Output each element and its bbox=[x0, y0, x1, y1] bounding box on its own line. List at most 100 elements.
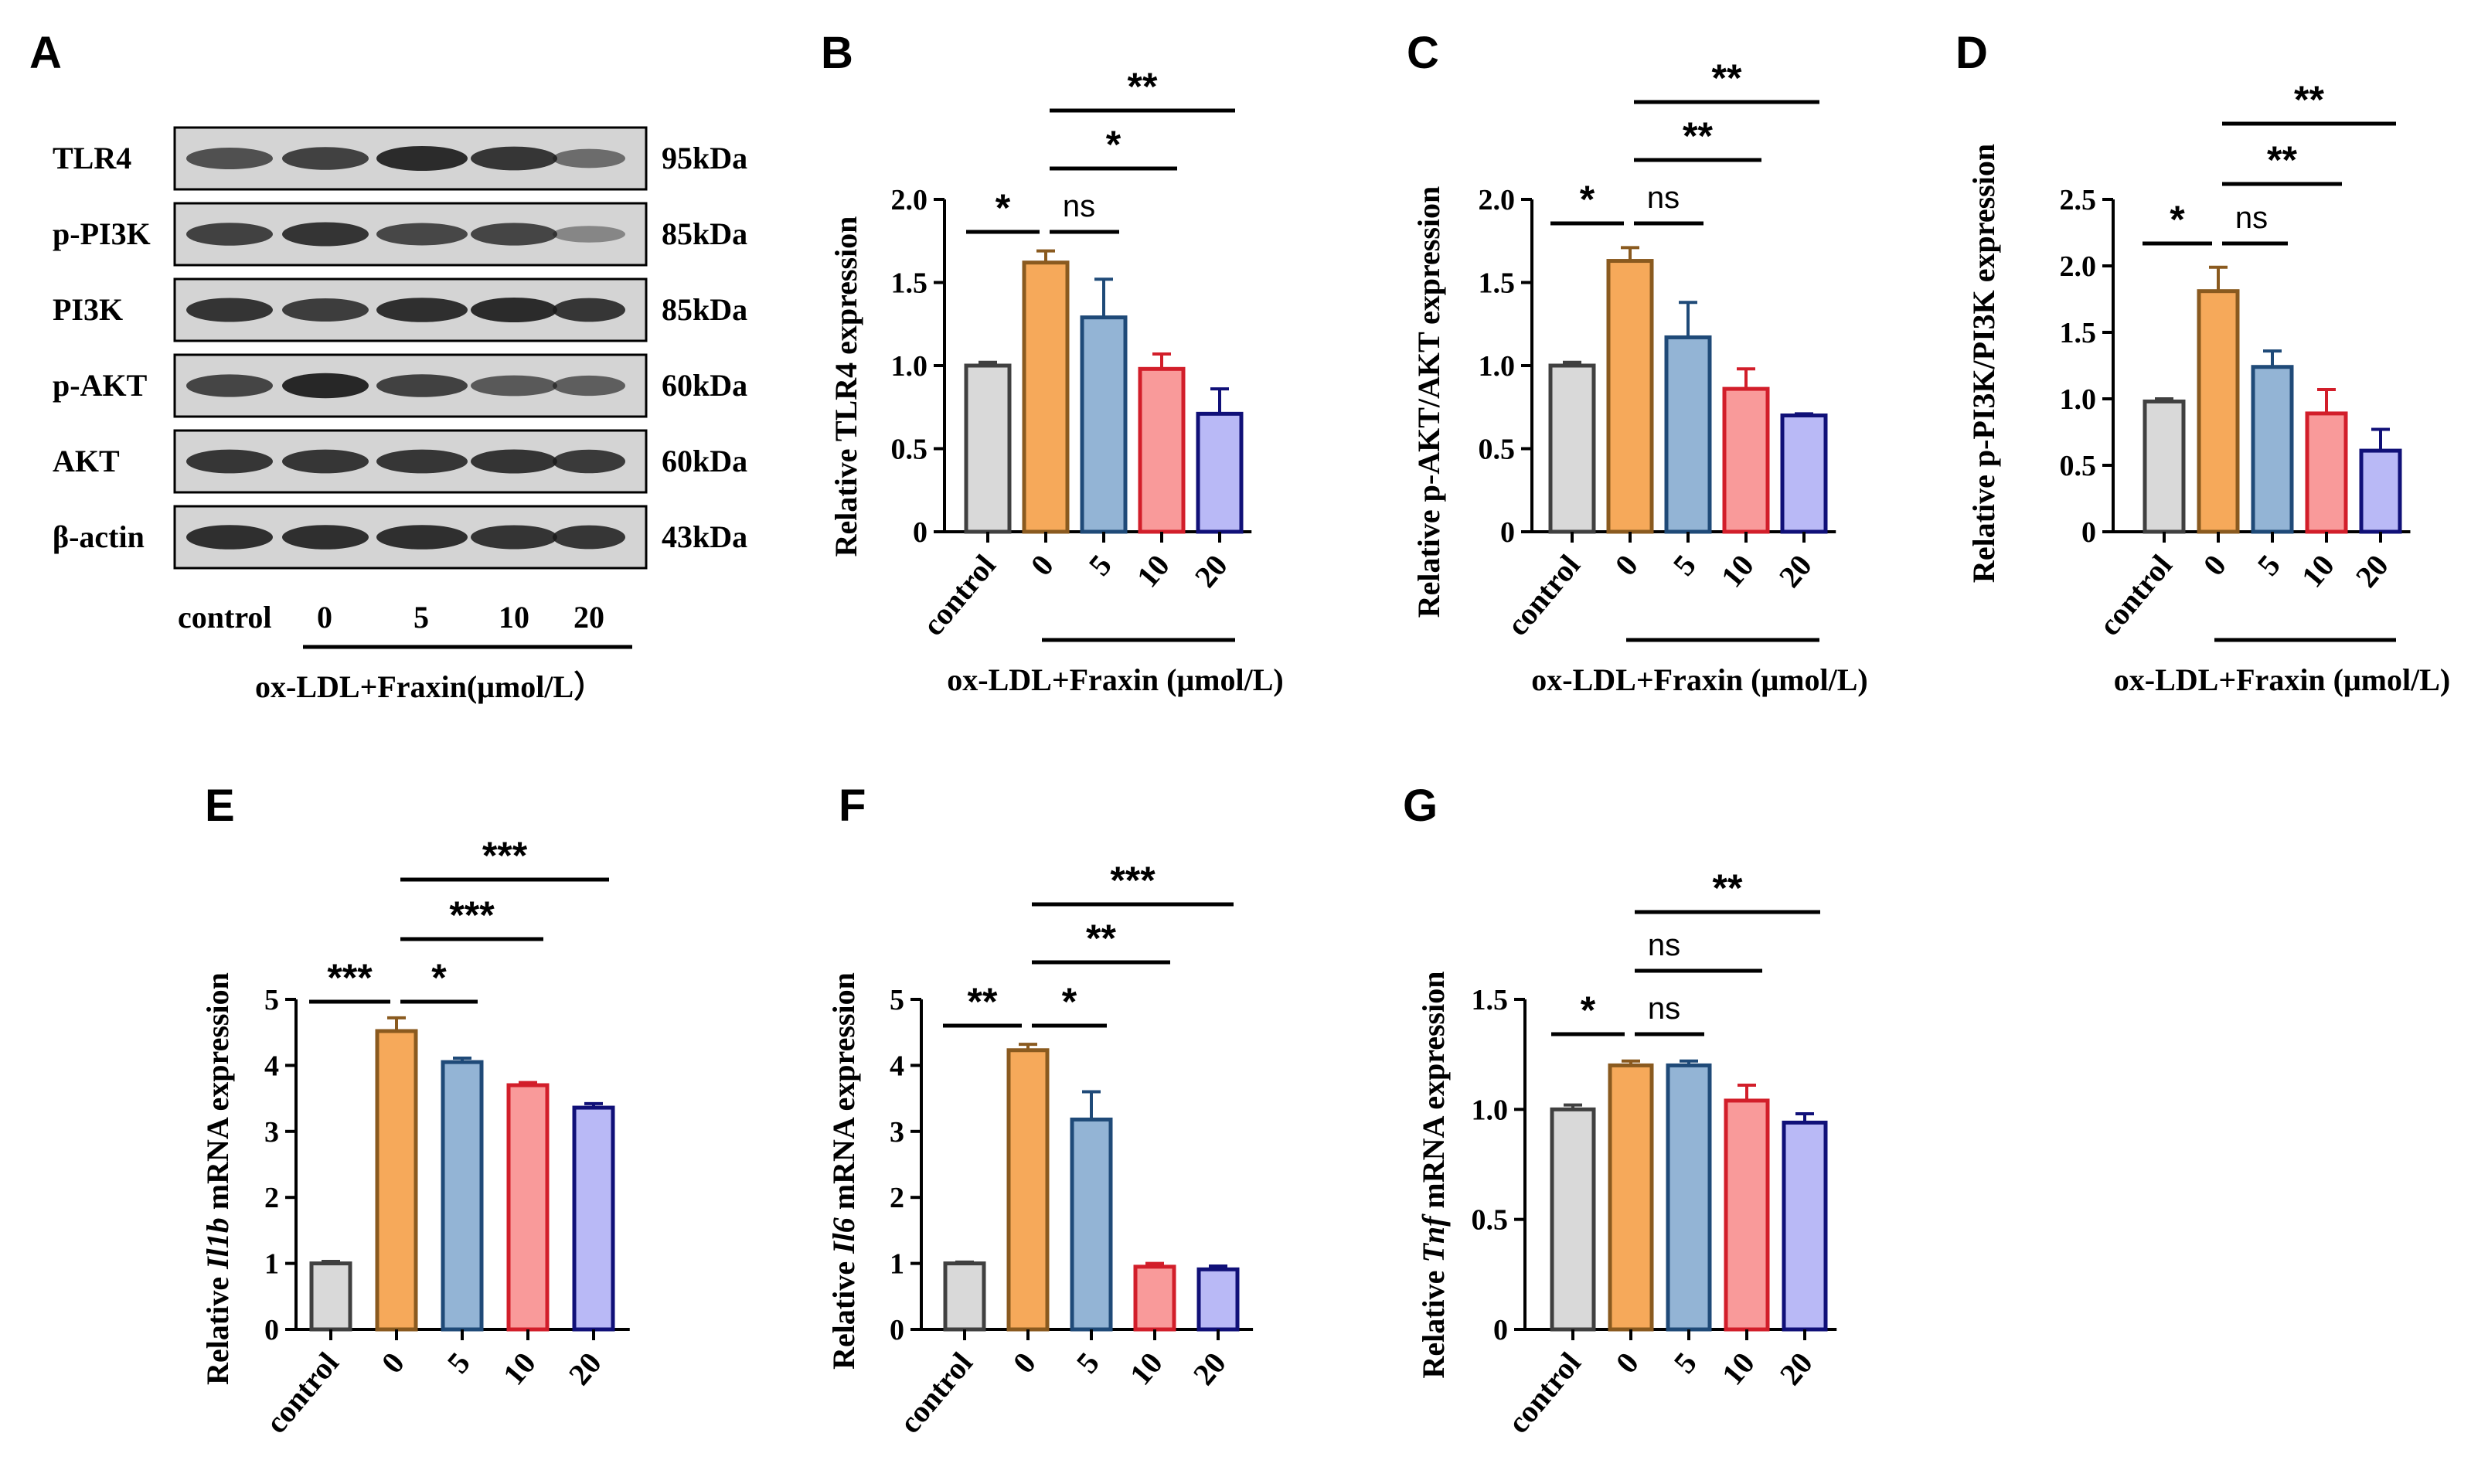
panel-letter-f: F bbox=[839, 781, 866, 831]
bar-5 bbox=[441, 1060, 484, 1332]
blot-size-label: 85kDa bbox=[662, 216, 747, 251]
blot-size-label: 43kDa bbox=[662, 519, 747, 554]
bar-20 bbox=[2359, 448, 2402, 534]
significance-label: ** bbox=[1086, 917, 1116, 960]
significance-label: * bbox=[1580, 178, 1595, 221]
significance-label: ** bbox=[1128, 65, 1158, 108]
bar-0 bbox=[1022, 260, 1070, 534]
blot-band bbox=[282, 298, 369, 322]
bar-5 bbox=[1664, 335, 1712, 534]
group-label: ox-LDL+Fraxin (μmol/L) bbox=[1531, 662, 1867, 697]
bar-0 bbox=[1606, 259, 1654, 534]
significance-label: ns bbox=[1063, 189, 1095, 223]
bar-control bbox=[1550, 1107, 1596, 1332]
y-tick-label: 0.5 bbox=[1472, 1204, 1509, 1237]
blot-band bbox=[471, 375, 557, 397]
y-tick-label: 1.0 bbox=[1479, 350, 1516, 383]
significance-label: ** bbox=[2294, 78, 2324, 121]
panel-letter-g: G bbox=[1403, 781, 1438, 831]
y-tick-label: 2.5 bbox=[2060, 184, 2097, 216]
bar-0 bbox=[375, 1029, 418, 1332]
bar-0 bbox=[1608, 1063, 1654, 1332]
blot-size-label: 60kDa bbox=[662, 444, 747, 478]
bar-10 bbox=[1722, 386, 1770, 534]
blot-band bbox=[282, 373, 369, 399]
y-axis-label: Relative Il1b mRNA expression bbox=[200, 972, 235, 1385]
y-tick-label: 1 bbox=[264, 1248, 279, 1281]
bar-control bbox=[964, 363, 1012, 534]
y-tick-label: 5 bbox=[890, 984, 904, 1016]
bar-control bbox=[309, 1261, 352, 1332]
bar-5 bbox=[1666, 1063, 1712, 1332]
blot-band bbox=[186, 449, 273, 474]
y-axis-gene-name: Il6 bbox=[826, 1217, 861, 1254]
significance-label: * bbox=[1106, 123, 1121, 166]
y-tick-label: 2.0 bbox=[891, 184, 928, 216]
blot-band bbox=[376, 145, 468, 172]
significance-label: * bbox=[996, 186, 1011, 230]
y-tick-label: 3 bbox=[264, 1116, 279, 1149]
blot-band bbox=[186, 298, 273, 322]
significance-label: * bbox=[1062, 980, 1077, 1023]
blot-row-tlr4: TLR4 95kDa bbox=[53, 126, 747, 191]
blot-band bbox=[553, 226, 625, 243]
y-tick-label: 0 bbox=[1500, 516, 1515, 549]
panel-letter-a: A bbox=[29, 28, 62, 78]
y-tick-label: 2.0 bbox=[2060, 250, 2097, 283]
blot-band bbox=[553, 449, 625, 474]
y-axis-label-part: Relative bbox=[1416, 1263, 1451, 1379]
y-axis-gene-name: Tnf bbox=[1416, 1213, 1451, 1263]
bar-5 bbox=[1070, 1117, 1113, 1332]
y-tick-label: 0 bbox=[1493, 1314, 1508, 1346]
lane-label-control: control bbox=[178, 600, 271, 635]
blot-band bbox=[471, 525, 557, 550]
blot-band bbox=[471, 223, 557, 246]
lane-label-10: 10 bbox=[499, 600, 529, 635]
blot-band bbox=[553, 525, 625, 550]
blot-size-label: 95kDa bbox=[662, 141, 747, 175]
blot-band bbox=[471, 449, 557, 474]
panel-letter-e: E bbox=[205, 781, 235, 831]
y-axis-label-part: mRNA expression bbox=[826, 972, 861, 1217]
significance-label: ns bbox=[1648, 928, 1680, 962]
bar-10 bbox=[1138, 366, 1186, 534]
blot-band bbox=[282, 449, 369, 474]
blot-size-label: 60kDa bbox=[662, 368, 747, 403]
blot-protein-label: β-actin bbox=[53, 519, 145, 554]
y-tick-label: 1 bbox=[890, 1248, 904, 1281]
y-tick-label: 0.5 bbox=[1479, 434, 1516, 466]
bar-0 bbox=[2197, 289, 2240, 534]
y-tick-label: 1.0 bbox=[1472, 1094, 1509, 1126]
significance-label: ns bbox=[1648, 992, 1680, 1026]
panel-letter-b: B bbox=[821, 28, 853, 78]
y-axis-gene-name: Il1b bbox=[200, 1217, 235, 1270]
blot-band bbox=[471, 297, 557, 323]
blot-size-label: 85kDa bbox=[662, 292, 747, 327]
lane-label-0: 0 bbox=[317, 600, 332, 635]
significance-label: ns bbox=[2235, 201, 2268, 235]
y-tick-label: 2 bbox=[264, 1182, 279, 1214]
blot-band bbox=[376, 223, 468, 246]
bar-20 bbox=[1196, 1267, 1240, 1332]
group-label: ox-LDL+Fraxin (μmol/L) bbox=[2114, 662, 2450, 697]
bar-control bbox=[1548, 363, 1596, 534]
blot-band bbox=[553, 148, 625, 168]
blot-band bbox=[376, 374, 468, 397]
y-axis-label: Relative p-AKT/AKT expression bbox=[1411, 186, 1446, 618]
significance-label: ns bbox=[1647, 181, 1680, 215]
blot-group-label: ox-LDL+Fraxin(μmol/L） bbox=[255, 669, 604, 704]
y-axis-label: Relative p-PI3K/PI3K expression bbox=[1966, 144, 2001, 583]
bar-10 bbox=[506, 1083, 550, 1332]
blot-band bbox=[376, 298, 468, 322]
bar-control bbox=[943, 1261, 986, 1332]
y-tick-label: 0 bbox=[890, 1314, 904, 1346]
panel-a-western-blot: A TLR4 95kDa p-PI3K 85kDa PI3K 85kDa p-AKT 60kD… bbox=[29, 28, 747, 704]
y-tick-label: 1.5 bbox=[2060, 317, 2097, 349]
panel-letter-d: D bbox=[1955, 28, 1988, 78]
y-axis-label-part: Relative bbox=[826, 1254, 861, 1370]
significance-label: * bbox=[431, 956, 447, 999]
blot-band bbox=[186, 223, 273, 246]
blot-band bbox=[471, 146, 557, 171]
